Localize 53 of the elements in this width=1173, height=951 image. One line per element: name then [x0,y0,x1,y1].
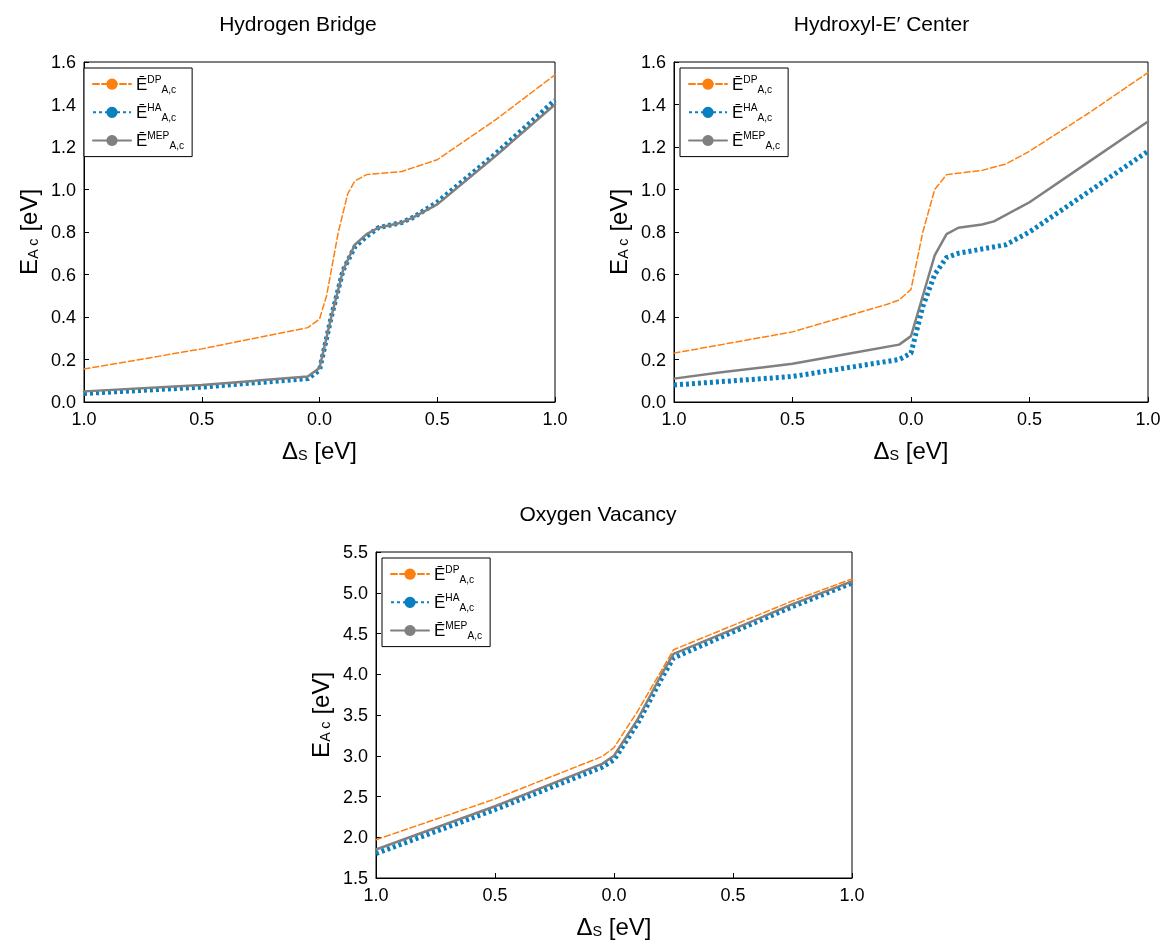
y-tick-label: 2.0 [342,827,368,848]
y-tick-label: 0.4 [50,307,76,327]
chart-title: Hydroxyl-E′ Center [793,12,970,35]
y-tick-label: 4.5 [342,623,368,644]
x-tick-label: 0.5 [189,409,215,429]
x-tick-label: 1.0 [661,409,687,429]
x-tick-label: 0.5 [720,885,746,905]
y-tick-label: 0.6 [640,264,666,285]
y-tick-label: 5.0 [342,582,368,603]
x-tick-label: 0.5 [482,885,508,905]
y-tick-label: 1.4 [640,94,666,115]
x-axis-title: ΔS [eV] [282,436,357,464]
y-tick-label: 4.0 [342,664,368,685]
x-tick-label: 0.5 [424,409,450,429]
y-tick-label: 2.5 [342,786,368,807]
x-tick-label: 0.0 [601,885,627,905]
y-tick-label: 3.5 [342,705,368,725]
chart-title: Hydrogen Bridge [219,12,377,35]
y-axis-title: EA c [eV] [604,188,632,276]
x-tick-label: 1.0 [71,409,97,429]
y-tick-label: 1.5 [342,868,368,888]
y-tick-label: 1.0 [640,179,666,200]
y-tick-label: 1.6 [50,52,76,72]
x-axis-title: ΔS [eV] [576,912,652,940]
chart-title: Oxygen Vacancy [519,502,678,525]
y-tick-label: 1.2 [640,137,666,157]
y-tick-label: 1.0 [50,179,76,200]
y-tick-label: 0.2 [50,349,76,370]
line-series [83,74,556,370]
y-tick-label: 5.5 [342,542,368,562]
y-tick-label: 0.8 [50,222,76,242]
line-series [673,71,1149,354]
y-tick-label: 0.8 [640,222,666,242]
y-tick-label: 0.0 [50,392,76,412]
x-tick-label: 0.0 [306,409,333,429]
y-tick-label: 0.4 [640,307,666,327]
x-tick-label: 1.0 [363,885,389,905]
x-tick-label: 0.0 [898,409,924,429]
x-tick-label: 1.0 [1135,409,1161,429]
y-axis-title: EA c [eV] [14,188,42,276]
y-axis-title: EA c [eV] [306,671,334,759]
x-axis-title: ΔS [eV] [873,436,949,464]
x-tick-label: 0.5 [1016,409,1043,429]
y-tick-label: 1.2 [50,137,76,157]
x-tick-label: 0.5 [779,409,806,429]
y-tick-label: 0.6 [50,264,76,285]
y-tick-label: 3.0 [342,745,368,766]
y-tick-label: 1.4 [50,94,76,115]
x-tick-label: 1.0 [542,409,568,429]
y-tick-label: 0.2 [640,349,666,370]
y-tick-label: 0.0 [640,392,666,412]
y-tick-label: 1.6 [640,52,666,72]
x-tick-label: 1.0 [839,885,865,905]
